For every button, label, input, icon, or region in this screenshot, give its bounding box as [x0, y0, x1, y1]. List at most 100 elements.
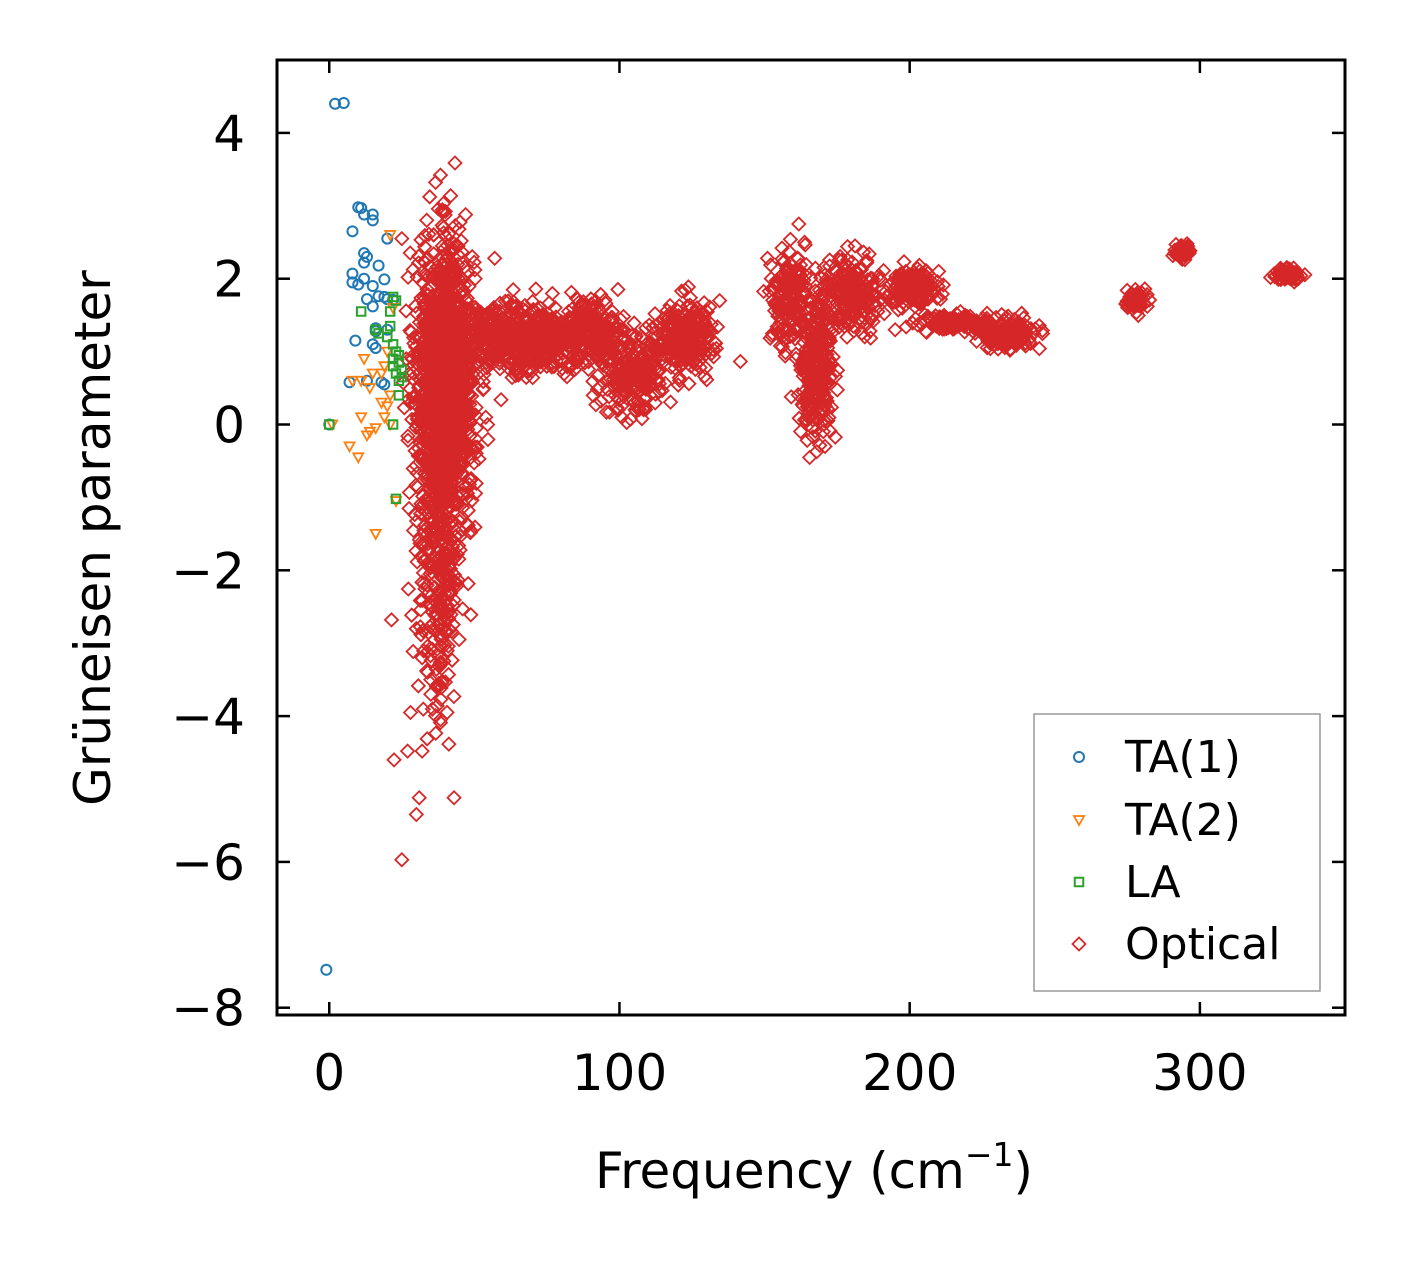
optical-point [839, 329, 855, 345]
ta-2--point [389, 496, 403, 508]
optical-point [827, 429, 844, 445]
optical-point [691, 352, 708, 369]
optical-point [769, 274, 785, 291]
optical-point [580, 342, 597, 358]
optical-point [400, 428, 416, 444]
optical-point [432, 334, 448, 351]
optical-point [416, 502, 433, 519]
x-tick-label: 0 [313, 1044, 345, 1102]
optical-point [796, 323, 812, 340]
optical-point [451, 349, 468, 365]
optical-point [857, 294, 874, 311]
optical-point [676, 321, 693, 338]
optical-point [422, 647, 439, 664]
optical-point [418, 331, 434, 348]
optical-point [413, 232, 429, 248]
optical-point [544, 337, 561, 354]
optical-point [805, 428, 821, 445]
optical-point [791, 216, 807, 232]
optical-point [776, 331, 792, 348]
ta-2--point [369, 528, 383, 541]
optical-point [682, 297, 698, 313]
legend-item: TA(2) [1072, 795, 1241, 846]
optical-point [810, 349, 827, 365]
optical-point [399, 743, 416, 759]
points-layer [320, 97, 1313, 976]
la-point [382, 331, 393, 343]
optical-point [430, 363, 447, 379]
optical-point [827, 368, 844, 385]
optical-point [807, 369, 824, 386]
optical-point [417, 428, 433, 444]
optical-point [839, 238, 856, 255]
optical-point [810, 298, 826, 315]
optical-point [394, 230, 410, 247]
optical-point [452, 214, 468, 230]
optical-point [898, 285, 914, 301]
optical-point [876, 305, 893, 322]
optical-point [441, 488, 457, 505]
la-point [393, 390, 405, 401]
optical-point [504, 298, 520, 314]
optical-point [592, 319, 609, 335]
optical-point [671, 372, 688, 389]
optical-point [776, 291, 793, 308]
ta-1--point [372, 259, 385, 272]
optical-point [801, 323, 817, 339]
optical-point [662, 305, 679, 321]
optical-point [705, 341, 722, 358]
optical-point [468, 475, 485, 492]
optical-point [701, 299, 718, 315]
optical-point [771, 297, 788, 313]
optical-point [383, 612, 400, 628]
optical-point [804, 374, 820, 391]
la-point [396, 371, 408, 383]
optical-point [467, 431, 484, 447]
optical-point [631, 371, 648, 387]
optical-point [419, 731, 435, 747]
optical-point [529, 314, 546, 331]
legend-item: Optical [1071, 919, 1280, 970]
optical-point [403, 324, 419, 340]
optical-point [1034, 322, 1051, 339]
optical-point [411, 314, 428, 331]
optical-point [878, 283, 894, 300]
ta-1--point [320, 963, 333, 976]
optical-point [886, 294, 902, 310]
legend-item: TA(1) [1073, 732, 1241, 783]
optical-point [425, 487, 442, 504]
optical-point [854, 282, 871, 298]
optical-point [428, 725, 444, 741]
ta-1--point [360, 293, 373, 306]
optical-point [444, 264, 461, 281]
optical-point [864, 306, 881, 322]
optical-point [887, 321, 903, 338]
optical-point [466, 254, 482, 270]
optical-point [837, 296, 853, 313]
optical-point [510, 302, 526, 318]
optical-point [797, 237, 813, 253]
optical-point [414, 650, 430, 666]
optical-point [921, 310, 937, 327]
optical-point [904, 315, 921, 331]
optical-point [468, 420, 485, 436]
series-ta-1- [320, 97, 400, 976]
optical-point [819, 311, 835, 327]
optical-point [486, 334, 503, 350]
optical-point [1274, 263, 1290, 280]
optical-point [435, 219, 452, 236]
optical-point [490, 312, 506, 328]
optical-point [472, 325, 489, 342]
ta-2--point [354, 412, 368, 425]
la-point [355, 306, 367, 317]
optical-point [439, 237, 455, 254]
optical-point [578, 332, 595, 349]
optical-point [431, 658, 448, 675]
optical-point [425, 449, 441, 466]
optical-point [424, 701, 441, 717]
optical-point [782, 231, 799, 248]
optical-point [436, 653, 452, 669]
optical-point [447, 269, 463, 286]
optical-point [452, 402, 468, 419]
optical-point [428, 347, 444, 363]
